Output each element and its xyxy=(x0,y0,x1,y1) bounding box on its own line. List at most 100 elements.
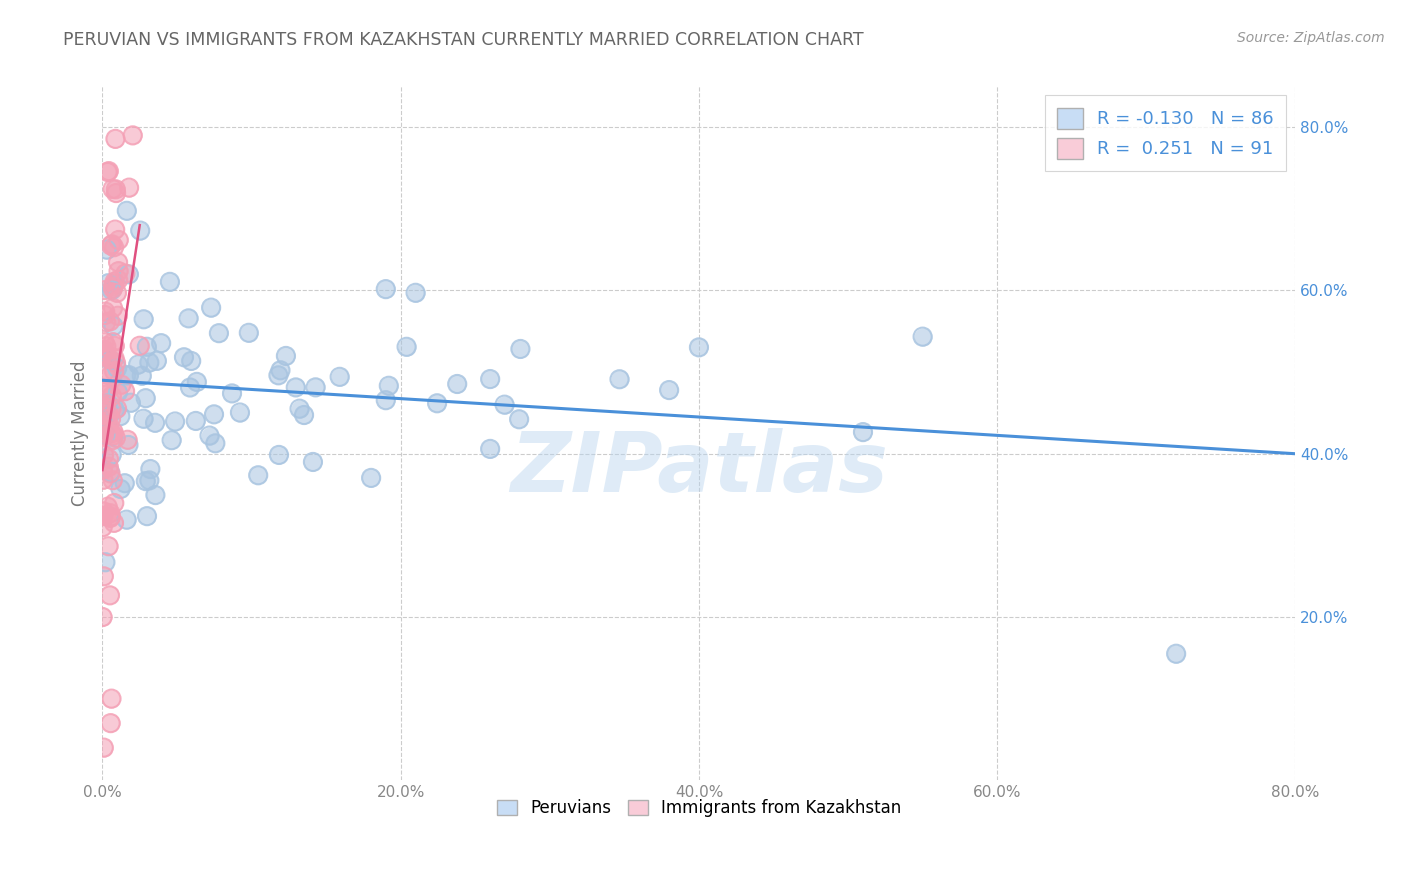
Point xyxy=(204,436,226,450)
Point xyxy=(165,415,187,429)
Point xyxy=(288,401,311,416)
Point xyxy=(114,384,136,399)
Point xyxy=(103,365,125,379)
Point xyxy=(479,372,502,386)
Point xyxy=(269,363,291,377)
Point xyxy=(269,363,291,377)
Point xyxy=(104,182,127,196)
Point xyxy=(304,380,326,394)
Point xyxy=(105,285,128,300)
Point xyxy=(94,363,117,377)
Point xyxy=(100,506,122,520)
Point xyxy=(139,462,162,476)
Point xyxy=(221,386,243,401)
Point xyxy=(103,496,125,510)
Point xyxy=(107,273,129,287)
Point xyxy=(114,384,136,399)
Point xyxy=(292,408,315,422)
Point xyxy=(609,372,631,386)
Point xyxy=(97,500,120,514)
Point xyxy=(132,312,155,326)
Point xyxy=(98,511,121,525)
Point xyxy=(609,372,631,386)
Point xyxy=(94,388,117,402)
Point xyxy=(98,368,121,383)
Point xyxy=(103,319,125,334)
Point xyxy=(103,351,125,365)
Point xyxy=(135,340,157,354)
Point xyxy=(267,368,290,383)
Point xyxy=(911,329,934,343)
Point xyxy=(100,283,122,297)
Point xyxy=(98,314,121,328)
Point xyxy=(101,281,124,295)
Point xyxy=(100,691,122,706)
Point xyxy=(104,403,127,417)
Text: ZIPatlas: ZIPatlas xyxy=(510,427,887,508)
Point xyxy=(93,335,115,350)
Point xyxy=(107,309,129,323)
Point xyxy=(173,351,195,365)
Point xyxy=(247,468,270,483)
Point xyxy=(104,182,127,196)
Point xyxy=(91,425,114,440)
Point xyxy=(101,433,124,447)
Point xyxy=(100,283,122,297)
Point xyxy=(98,314,121,328)
Point xyxy=(101,473,124,487)
Point xyxy=(107,264,129,278)
Point xyxy=(100,509,122,524)
Point xyxy=(110,409,132,424)
Point xyxy=(135,391,157,405)
Point xyxy=(105,361,128,376)
Point xyxy=(135,474,157,488)
Point xyxy=(103,365,125,379)
Point xyxy=(658,383,681,397)
Point xyxy=(374,282,396,296)
Point xyxy=(1166,647,1188,661)
Point xyxy=(96,417,118,432)
Point xyxy=(104,339,127,353)
Point xyxy=(100,506,122,520)
Point xyxy=(120,396,142,410)
Point xyxy=(494,398,516,412)
Point xyxy=(101,335,124,350)
Point xyxy=(98,408,121,422)
Point xyxy=(101,335,124,350)
Point xyxy=(145,488,167,502)
Point xyxy=(97,165,120,179)
Point xyxy=(374,393,396,408)
Point xyxy=(98,588,121,602)
Point xyxy=(94,304,117,318)
Point xyxy=(160,433,183,447)
Point xyxy=(101,301,124,315)
Point xyxy=(247,468,270,483)
Point xyxy=(94,304,117,318)
Point xyxy=(145,488,167,502)
Point xyxy=(104,403,127,417)
Point xyxy=(100,401,122,416)
Point xyxy=(93,740,115,755)
Point xyxy=(97,277,120,291)
Point xyxy=(101,473,124,487)
Point xyxy=(93,343,115,358)
Point xyxy=(94,555,117,569)
Point xyxy=(184,414,207,428)
Point xyxy=(115,368,138,383)
Point xyxy=(131,368,153,383)
Point xyxy=(97,451,120,466)
Point xyxy=(186,375,208,389)
Point xyxy=(104,431,127,445)
Point xyxy=(91,347,114,361)
Point xyxy=(150,336,173,351)
Point xyxy=(115,368,138,383)
Point xyxy=(132,411,155,425)
Point xyxy=(100,412,122,426)
Point xyxy=(378,378,401,392)
Point xyxy=(200,301,222,315)
Point xyxy=(100,716,122,731)
Point xyxy=(93,428,115,442)
Point xyxy=(91,509,114,524)
Point xyxy=(494,398,516,412)
Point xyxy=(143,416,166,430)
